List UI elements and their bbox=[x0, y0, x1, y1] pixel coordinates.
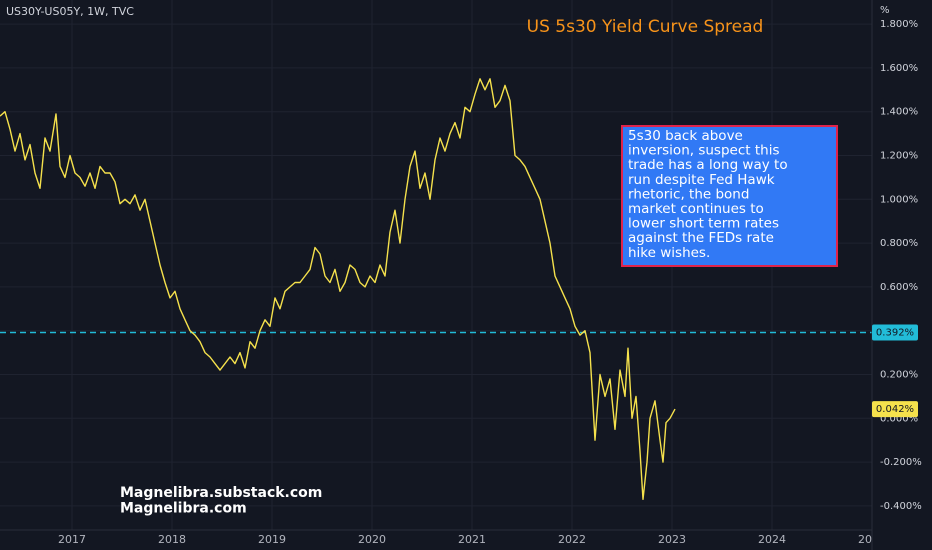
x-tick-label: 2023 bbox=[658, 533, 686, 546]
x-tick-label: 2020 bbox=[358, 533, 386, 546]
chart-title: US 5s30 Yield Curve Spread bbox=[527, 17, 764, 37]
reference-label-box bbox=[872, 324, 918, 341]
x-tick-label: 2018 bbox=[158, 533, 186, 546]
last-value-box bbox=[872, 401, 918, 418]
y-tick-label: 0.600% bbox=[880, 282, 918, 293]
y-tick-label: 0.200% bbox=[880, 370, 918, 381]
annotation-text: rhetoric, the bond bbox=[628, 186, 749, 202]
y-tick-label: 1.400% bbox=[880, 107, 918, 118]
y-tick-label: -0.400% bbox=[880, 501, 922, 512]
annotation-text: trade has a long way to bbox=[628, 157, 788, 173]
annotation-text: inversion, suspect this bbox=[628, 143, 779, 159]
annotation-text: lower short term rates bbox=[628, 216, 779, 232]
y-tick-label: 1.800% bbox=[880, 19, 918, 30]
annotation-text: against the FEDs rate bbox=[628, 230, 774, 246]
y-tick-label: 0.000% bbox=[880, 413, 918, 424]
price-axis bbox=[872, 0, 932, 550]
series-line bbox=[0, 78, 676, 500]
y-tick-label: -0.200% bbox=[880, 457, 922, 468]
y-tick-label: 0.800% bbox=[880, 238, 918, 249]
annotation-text: market continues to bbox=[628, 201, 764, 217]
last-value-label: 0.042% bbox=[876, 404, 914, 415]
watermark-text: Magnelibra.com bbox=[120, 501, 247, 517]
y-tick-label: 1.200% bbox=[880, 150, 918, 161]
x-tick-label: 2017 bbox=[58, 533, 86, 546]
y-tick-label: 1.000% bbox=[880, 194, 918, 205]
x-tick-label: 2022 bbox=[558, 533, 586, 546]
reference-label: 0.392% bbox=[876, 327, 914, 338]
x-tick-label: 2024 bbox=[758, 533, 786, 546]
x-tick-label: 2021 bbox=[458, 533, 486, 546]
y-tick-label: 1.600% bbox=[880, 63, 918, 74]
annotation-box bbox=[621, 125, 838, 267]
y-unit: % bbox=[880, 5, 890, 16]
annotation-text: run despite Fed Hawk bbox=[628, 172, 775, 188]
x-tick-label: 2019 bbox=[258, 533, 286, 546]
annotation-text: 5s30 back above bbox=[628, 128, 743, 144]
symbol-header: US30Y-US05Y, 1W, TVC bbox=[6, 5, 134, 18]
annotation-text: hike wishes. bbox=[628, 245, 710, 261]
watermark-text: Magnelibra.substack.com bbox=[120, 485, 322, 501]
